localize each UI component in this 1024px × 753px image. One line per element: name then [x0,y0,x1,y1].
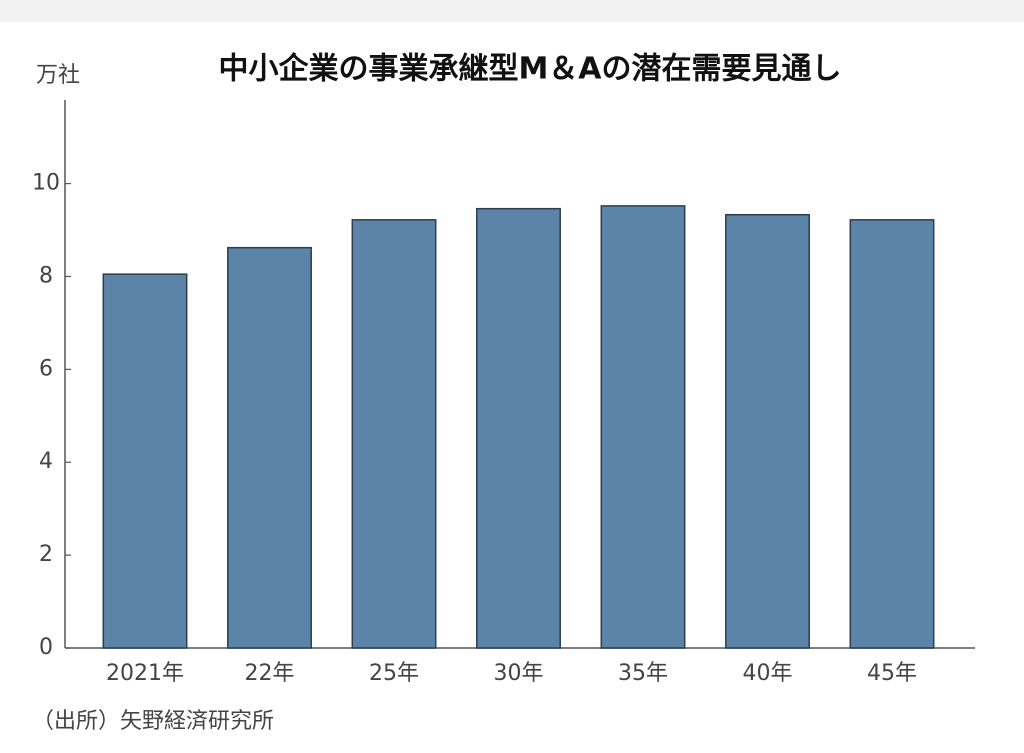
source: （出所）矢野経済研究所 [32,709,274,734]
chart-title: 中小企業の事業承継型M＆Aの潜在需要見通し [218,52,841,87]
bar [849,219,935,649]
top-strip [0,0,1024,22]
x-tick-label: 35年 [618,661,668,686]
bar [476,207,561,649]
bar [227,246,312,649]
y-tick-label: 8 [39,263,53,288]
y-tick-label: 10 [32,171,60,196]
x-tick-label: 25年 [369,661,419,686]
y-tick-label: 0 [39,635,53,660]
bar [725,213,810,649]
y-unit: 万社 [36,63,80,88]
y-tick-label: 4 [39,449,53,474]
bar [600,205,686,649]
bar [351,219,437,649]
x-tick-label: 40年 [743,661,793,686]
x-tick-label: 22年 [245,661,295,686]
bar [102,273,188,649]
y-tick-label: 6 [39,356,53,381]
x-tick-label: 30年 [494,661,544,686]
y-tick-label: 2 [39,542,53,567]
x-tick-label: 2021年 [106,661,184,686]
x-tick-label: 45年 [867,661,917,686]
